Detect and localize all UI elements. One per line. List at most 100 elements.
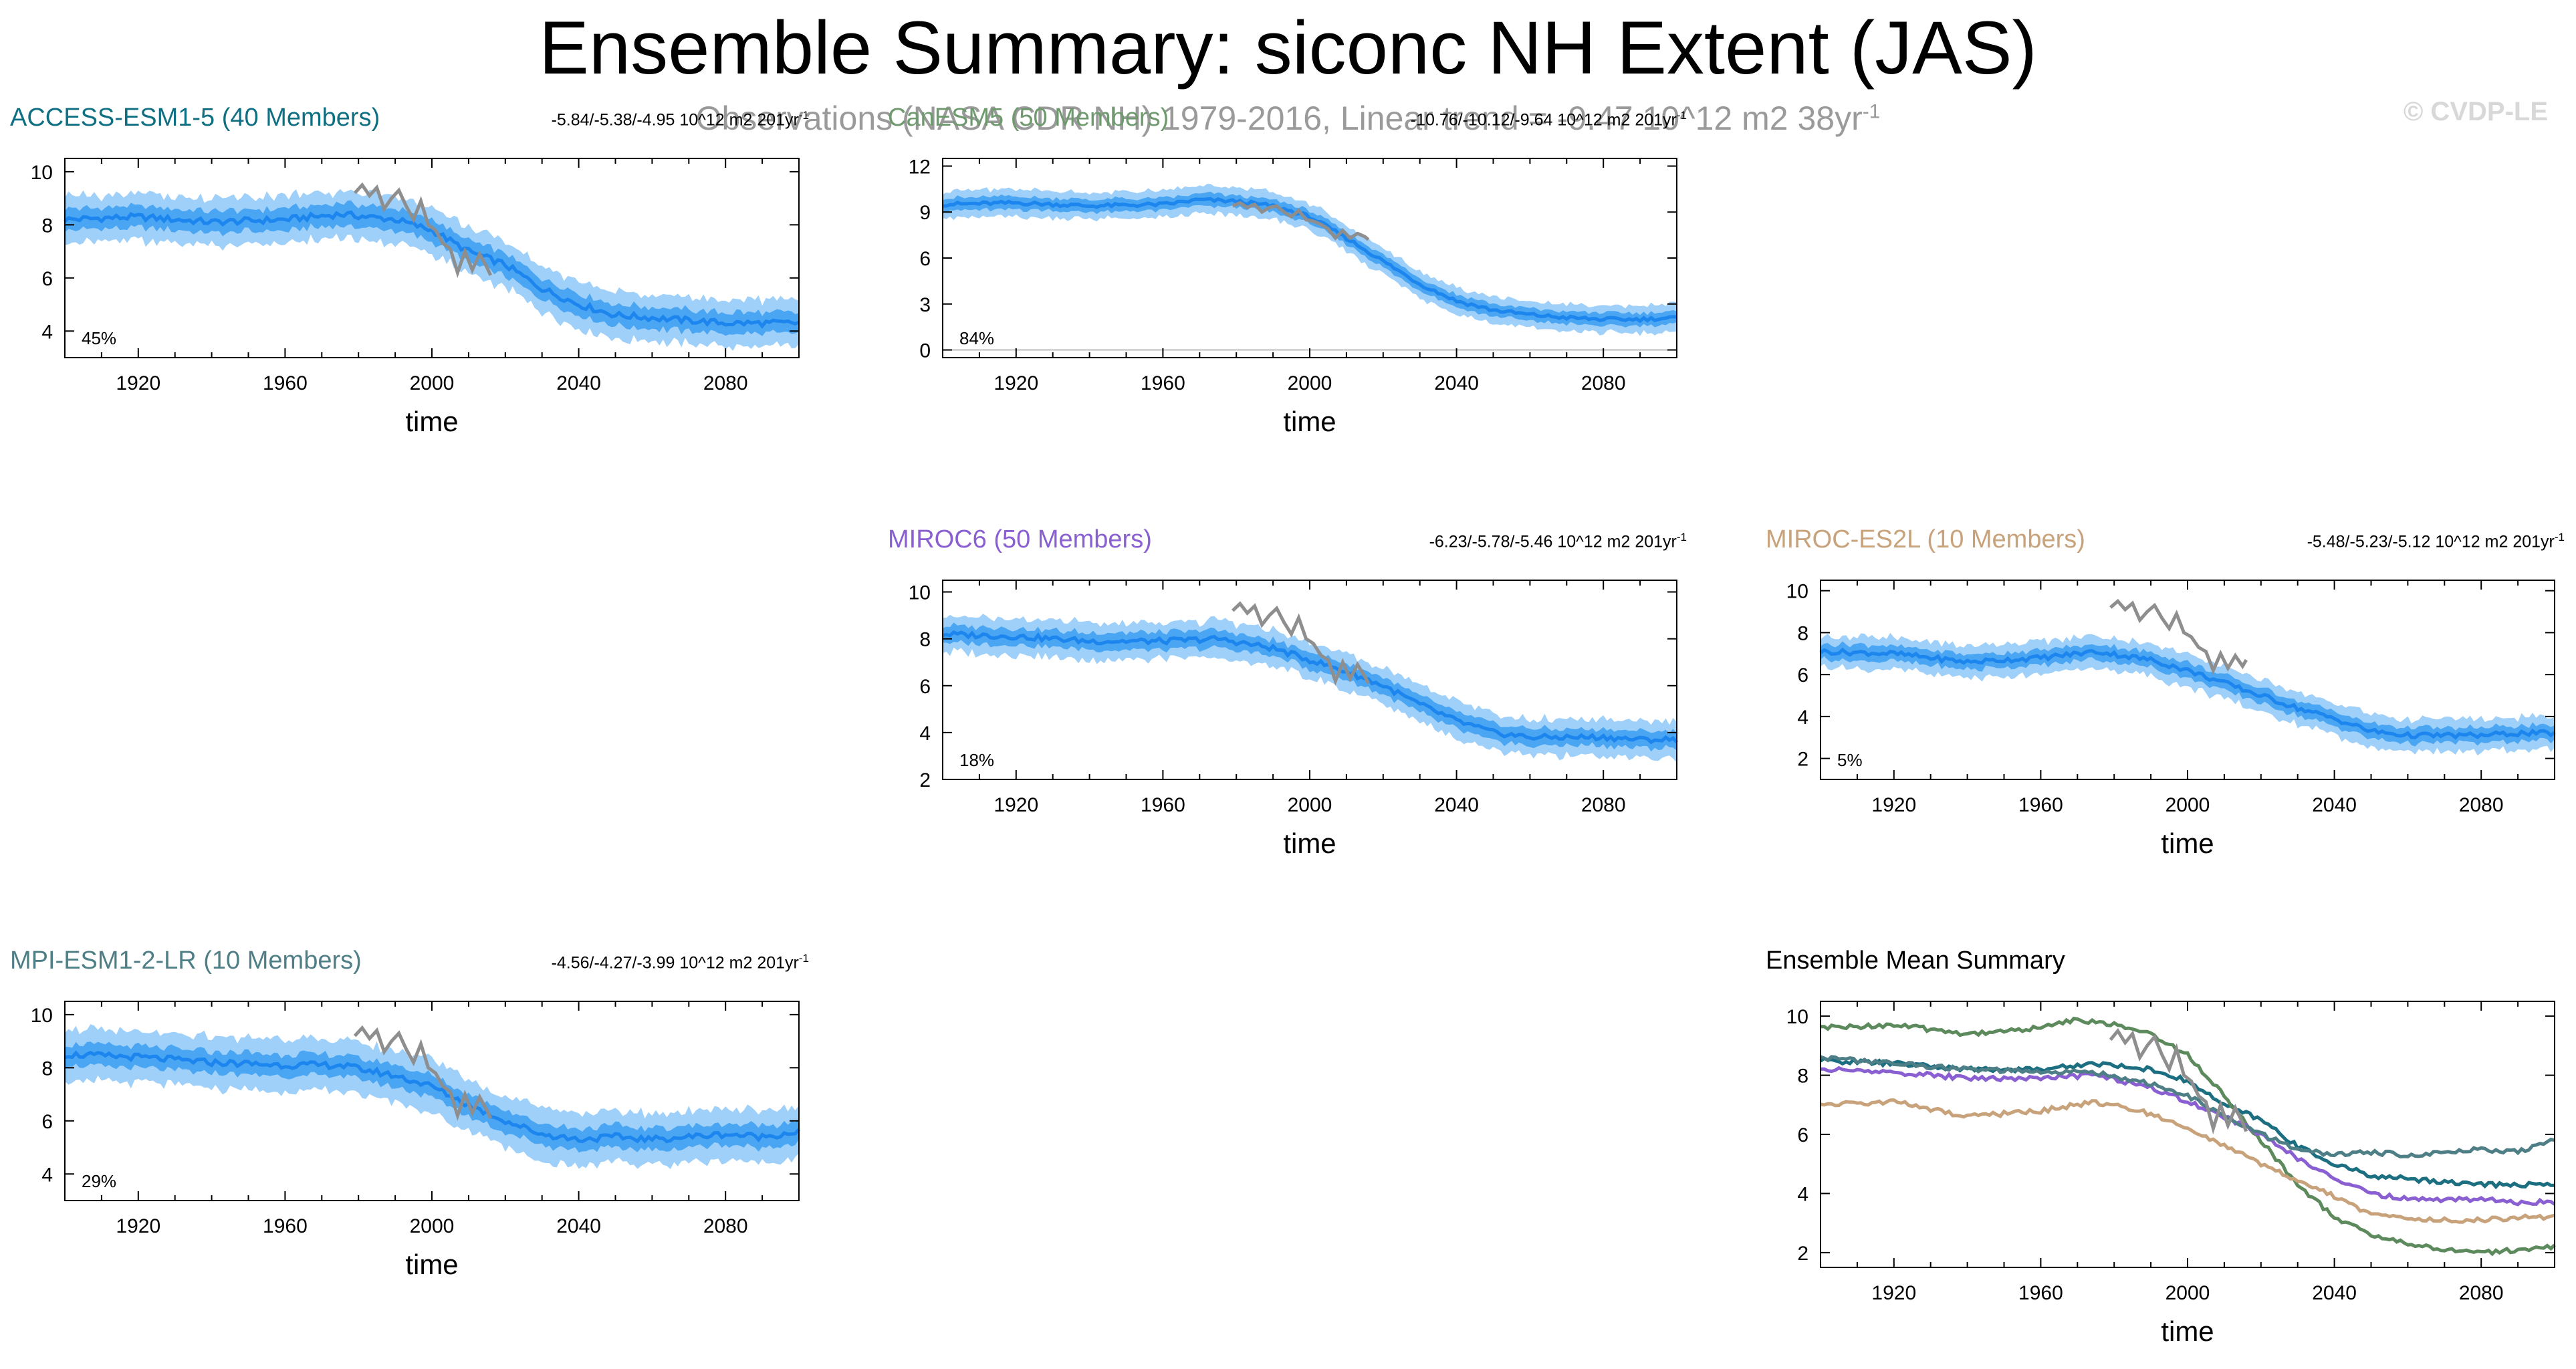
x-tick-label: 2040 bbox=[2312, 794, 2357, 816]
ensemble-spread-band bbox=[65, 1041, 799, 1153]
x-tick-label: 2080 bbox=[1581, 794, 1626, 816]
ensemble-mean-line bbox=[942, 630, 1678, 745]
panel-title: Ensemble Mean Summary bbox=[1766, 947, 2065, 975]
x-tick-label: 2080 bbox=[2459, 1282, 2504, 1304]
trend-exponent: -1 bbox=[798, 952, 809, 965]
page-title: Ensemble Summary: siconc NH Extent (JAS) bbox=[539, 6, 2037, 90]
y-tick-label: 4 bbox=[41, 321, 53, 343]
y-tick-label: 2 bbox=[1797, 1243, 1808, 1265]
series-line bbox=[1820, 1055, 2555, 1159]
y-tick-label: 8 bbox=[41, 215, 53, 237]
x-tick-label: 2000 bbox=[1288, 794, 1332, 816]
y-tick-label: 8 bbox=[1797, 622, 1808, 644]
x-axis-label: time bbox=[2161, 828, 2214, 859]
x-axis-label: time bbox=[1283, 828, 1336, 859]
trend-label: -4.56/-4.27/-3.99 10^12 m2 201yr-1 bbox=[552, 952, 809, 973]
series-line bbox=[1820, 1098, 2555, 1224]
y-tick-label: 10 bbox=[1786, 581, 1808, 603]
observations-line bbox=[2109, 598, 2248, 675]
series-line bbox=[1820, 1066, 2556, 1207]
y-tick-label: 12 bbox=[909, 156, 931, 178]
chart-svg: 2 4 6 8 10 1920 1960 2000 2040 2080 time 5% bbox=[1786, 580, 2556, 859]
panel-canesm5: CanESM5 (50 Members) -10.76/-10.12/-9.64… bbox=[888, 104, 1687, 451]
ensemble-mean-line bbox=[1819, 647, 2556, 740]
x-tick-label: 1920 bbox=[993, 794, 1038, 816]
x-tick-label: 2080 bbox=[1581, 372, 1626, 394]
chart-svg: 2 4 6 8 10 1920 1960 2000 2040 2080 time bbox=[1786, 1001, 2556, 1347]
y-tick-label: 8 bbox=[919, 629, 931, 651]
trend-exponent: -1 bbox=[1676, 531, 1687, 543]
observations-line bbox=[353, 182, 493, 278]
x-tick-label: 2040 bbox=[1434, 794, 1479, 816]
y-tick-label: 2 bbox=[919, 769, 931, 791]
y-tick-label: 4 bbox=[1797, 1183, 1808, 1205]
y-tick-label: 6 bbox=[919, 248, 931, 270]
chart-svg: 2 4 6 8 10 1920 1960 2000 2040 2080 time 18% bbox=[909, 580, 1678, 859]
y-tick-label: 6 bbox=[1797, 1124, 1808, 1146]
x-axis-label: time bbox=[405, 406, 458, 437]
y-tick-label: 4 bbox=[41, 1164, 53, 1186]
x-tick-label: 1920 bbox=[1871, 794, 1916, 816]
panel-title: MIROC-ES2L (10 Members) bbox=[1766, 525, 2085, 553]
y-tick-label: 3 bbox=[919, 294, 931, 316]
copyright-notice: © CVDP-LE bbox=[2403, 97, 2548, 126]
ensemble-spread-band bbox=[1821, 641, 2555, 747]
x-tick-label: 2080 bbox=[2459, 794, 2504, 816]
observations-line bbox=[353, 1025, 493, 1121]
x-tick-label: 2000 bbox=[410, 1215, 455, 1237]
observations-trend-text: Observations (NASA CDR NH) 1979-2016, Li… bbox=[695, 100, 1863, 137]
trend-label: -10.76/-10.12/-9.64 10^12 m2 201yr-1 bbox=[1411, 109, 1687, 130]
y-tick-label: 6 bbox=[41, 1111, 53, 1133]
x-tick-label: 2000 bbox=[410, 372, 455, 394]
x-tick-label: 2040 bbox=[2312, 1282, 2357, 1304]
x-tick-label: 1920 bbox=[116, 372, 160, 394]
y-tick-label: 10 bbox=[31, 1005, 53, 1027]
x-tick-label: 2000 bbox=[2165, 1282, 2210, 1304]
percent-label: 5% bbox=[1837, 750, 1863, 770]
y-tick-label: 9 bbox=[919, 202, 931, 224]
x-tick-label: 2000 bbox=[2165, 794, 2210, 816]
observations-line bbox=[1232, 201, 1370, 241]
panel-mpi-esm1-2-lr: MPI-ESM1-2-LR (10 Members) -4.56/-4.27/-… bbox=[10, 947, 809, 1294]
trend-text: -4.56/-4.27/-3.99 10^12 m2 201yr bbox=[551, 953, 799, 973]
x-tick-label: 2040 bbox=[556, 1215, 601, 1237]
y-tick-label: 8 bbox=[41, 1057, 53, 1080]
x-tick-label: 2080 bbox=[703, 372, 748, 394]
ensemble-mean-line bbox=[942, 197, 1677, 324]
ensemble-mean-line bbox=[64, 210, 800, 329]
observations-subtitle: Observations (NASA CDR NH) 1979-2016, Li… bbox=[0, 100, 2576, 137]
trend-exponent: -1 bbox=[798, 109, 809, 122]
x-tick-label: 1960 bbox=[1141, 372, 1185, 394]
y-tick-label: 10 bbox=[1786, 1006, 1808, 1028]
panel-title: ACCESS-ESM1-5 (40 Members) bbox=[10, 104, 380, 132]
panel-title: MIROC6 (50 Members) bbox=[888, 525, 1152, 553]
panel-access-esm1-5: ACCESS-ESM1-5 (40 Members) -5.84/-5.38/-… bbox=[10, 104, 809, 451]
chart-svg: 0 3 6 9 12 1920 1960 2000 2040 2080 time 84% bbox=[909, 156, 1677, 437]
y-tick-label: 2 bbox=[1797, 749, 1808, 771]
x-axis-label: time bbox=[2161, 1316, 2214, 1347]
x-axis-label: time bbox=[1283, 406, 1336, 437]
panel-miroc6: MIROC6 (50 Members) -6.23/-5.78/-5.46 10… bbox=[888, 525, 1687, 873]
y-tick-label: 6 bbox=[41, 268, 53, 290]
y-tick-label: 0 bbox=[919, 340, 931, 362]
trend-label: -5.84/-5.38/-4.95 10^12 m2 201yr-1 bbox=[552, 109, 809, 130]
x-tick-label: 1960 bbox=[2018, 794, 2063, 816]
x-axis-label: time bbox=[405, 1249, 458, 1280]
observations-line bbox=[1231, 601, 1371, 687]
chart-svg: 4 6 8 10 1920 1960 2000 2040 2080 time 29% bbox=[31, 1001, 800, 1280]
percent-label: 18% bbox=[959, 750, 994, 770]
x-tick-label: 1960 bbox=[263, 372, 308, 394]
percent-label: 84% bbox=[959, 328, 994, 348]
trend-label: -6.23/-5.78/-5.46 10^12 m2 201yr-1 bbox=[1429, 531, 1687, 551]
x-tick-label: 1960 bbox=[263, 1215, 308, 1237]
observations-line bbox=[2109, 1027, 2248, 1135]
trend-text: -10.76/-10.12/-9.64 10^12 m2 201yr bbox=[1410, 110, 1677, 130]
x-tick-label: 1920 bbox=[116, 1215, 160, 1237]
ensemble-range-band bbox=[65, 1024, 799, 1169]
x-tick-label: 1960 bbox=[1141, 794, 1185, 816]
x-tick-label: 2040 bbox=[556, 372, 601, 394]
y-tick-label: 10 bbox=[31, 162, 53, 184]
percent-label: 29% bbox=[82, 1171, 116, 1191]
trend-exponent: -1 bbox=[1676, 109, 1687, 122]
plot-frame bbox=[1820, 1001, 2555, 1268]
